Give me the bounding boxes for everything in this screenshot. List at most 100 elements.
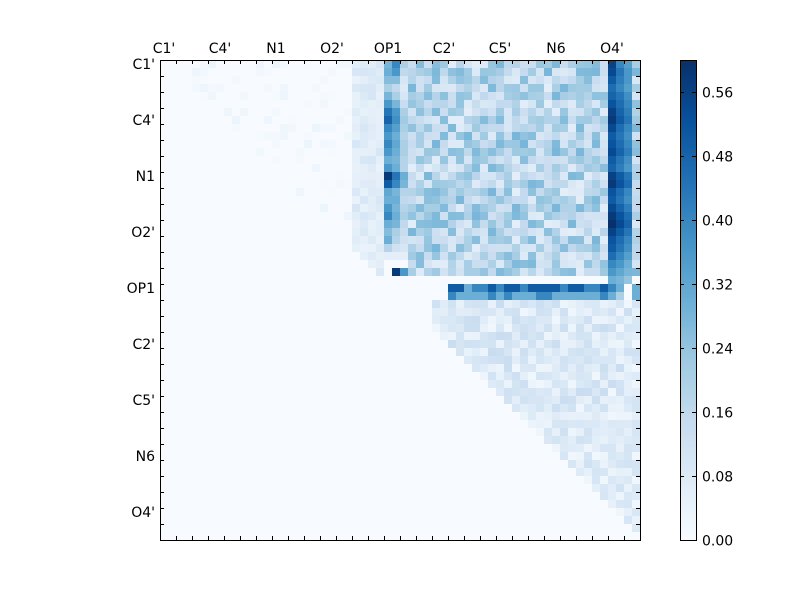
heatmap-cell: [232, 468, 241, 477]
heatmap-cell: [400, 268, 409, 277]
heatmap-cell: [280, 420, 289, 429]
heatmap-cell: [472, 388, 481, 397]
heatmap-cell: [520, 476, 529, 485]
heatmap-cell: [208, 484, 217, 493]
heatmap-cell: [344, 132, 353, 141]
heatmap-cell: [600, 292, 609, 301]
heatmap-cell: [424, 252, 433, 261]
heatmap-cell: [200, 468, 209, 477]
heatmap-cell: [576, 292, 585, 301]
heatmap-cell: [552, 180, 561, 189]
heatmap-cell: [544, 388, 553, 397]
heatmap-cell: [624, 468, 633, 477]
heatmap-cell: [256, 204, 265, 213]
heatmap-cell: [336, 84, 345, 93]
heatmap-cell: [288, 196, 297, 205]
heatmap-cell: [184, 180, 193, 189]
heatmap-cell: [552, 492, 561, 501]
heatmap-cell: [440, 60, 449, 69]
heatmap-cell: [360, 180, 369, 189]
heatmap-cell: [232, 108, 241, 117]
heatmap-cell: [200, 380, 209, 389]
heatmap-cell: [560, 404, 569, 413]
heatmap-cell: [208, 476, 217, 485]
heatmap-cell: [392, 236, 401, 245]
heatmap-cell: [592, 308, 601, 317]
heatmap-cell: [328, 380, 337, 389]
heatmap-cell: [280, 172, 289, 181]
heatmap-cell: [552, 380, 561, 389]
heatmap-cell: [360, 372, 369, 381]
heatmap-cell: [584, 84, 593, 93]
heatmap-cell: [176, 388, 185, 397]
heatmap-cell: [232, 372, 241, 381]
heatmap-cell: [528, 228, 537, 237]
heatmap-cell: [424, 308, 433, 317]
heatmap-cell: [208, 460, 217, 469]
heatmap-cell: [456, 308, 465, 317]
heatmap-cell: [504, 124, 513, 133]
heatmap-cell: [520, 108, 529, 117]
heatmap-cell: [264, 300, 273, 309]
heatmap-cell: [248, 516, 257, 525]
heatmap-cell: [624, 244, 633, 253]
heatmap-cell: [232, 412, 241, 421]
heatmap-cell: [448, 316, 457, 325]
heatmap-cell: [576, 84, 585, 93]
heatmap-cell: [592, 148, 601, 157]
heatmap-cell: [264, 524, 273, 533]
heatmap-cell: [544, 292, 553, 301]
heatmap-cell: [280, 140, 289, 149]
heatmap-cell: [576, 244, 585, 253]
heatmap-cell: [504, 524, 513, 533]
heatmap-cell: [336, 388, 345, 397]
heatmap-cell: [304, 436, 313, 445]
heatmap-cell: [344, 116, 353, 125]
heatmap-cell: [568, 508, 577, 517]
heatmap-cell: [464, 148, 473, 157]
heatmap-cell: [184, 156, 193, 165]
heatmap-cell: [528, 332, 537, 341]
heatmap-cell: [488, 148, 497, 157]
heatmap-cell: [624, 92, 633, 101]
heatmap-cell: [632, 388, 641, 397]
heatmap-cell: [424, 92, 433, 101]
heatmap-cell: [424, 340, 433, 349]
heatmap-cell: [176, 204, 185, 213]
heatmap-cell: [448, 140, 457, 149]
heatmap-cell: [568, 204, 577, 213]
heatmap-cell: [312, 108, 321, 117]
heatmap-cell: [448, 204, 457, 213]
heatmap-cell: [208, 436, 217, 445]
heatmap-cell: [296, 204, 305, 213]
heatmap-cell: [264, 508, 273, 517]
heatmap-cell: [504, 460, 513, 469]
heatmap-cell: [568, 268, 577, 277]
heatmap-cell: [408, 172, 417, 181]
heatmap-cell: [320, 100, 329, 109]
heatmap-cell: [168, 500, 177, 509]
heatmap-cell: [400, 92, 409, 101]
heatmap-cell: [288, 524, 297, 533]
heatmap-cell: [376, 420, 385, 429]
heatmap-cell: [304, 156, 313, 165]
heatmap-cell: [408, 148, 417, 157]
heatmap-cell: [168, 364, 177, 373]
heatmap-cell: [472, 180, 481, 189]
heatmap-cell: [408, 252, 417, 261]
heatmap-cell: [592, 420, 601, 429]
heatmap-cell: [296, 516, 305, 525]
heatmap-cell: [184, 68, 193, 77]
heatmap-cell: [520, 500, 529, 509]
heatmap-cell: [384, 84, 393, 93]
heatmap-cell: [256, 228, 265, 237]
heatmap-cell: [528, 324, 537, 333]
heatmap-cell: [560, 396, 569, 405]
heatmap-cell: [600, 284, 609, 293]
heatmap-cell: [200, 316, 209, 325]
heatmap-cell: [280, 372, 289, 381]
heatmap-cell: [216, 452, 225, 461]
heatmap-cell: [608, 420, 617, 429]
heatmap-cell: [160, 492, 169, 501]
heatmap-cell: [448, 508, 457, 517]
